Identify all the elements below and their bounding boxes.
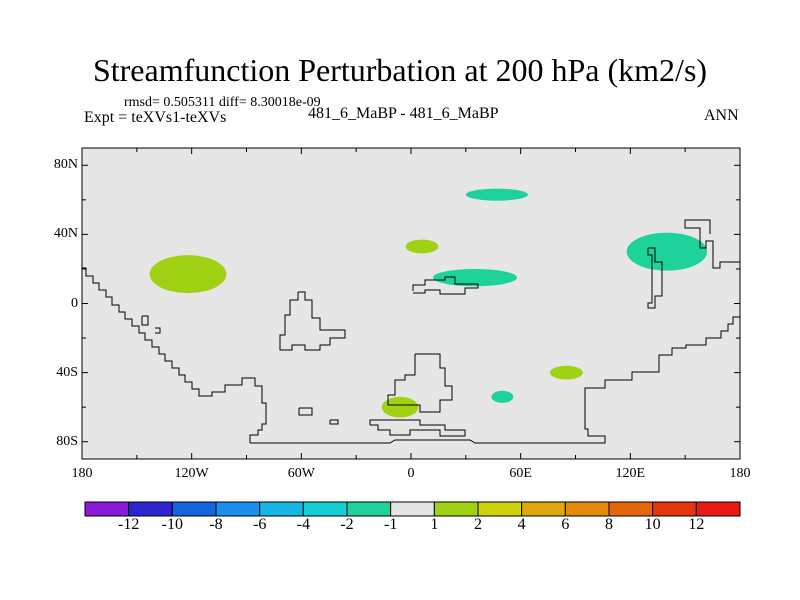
colorbar-label: -6 bbox=[252, 516, 267, 533]
colorbar-swatch bbox=[215, 501, 261, 517]
colorbar-swatch bbox=[84, 501, 130, 517]
x-axis-label: 180 bbox=[729, 466, 751, 481]
colorbar-swatch bbox=[521, 501, 566, 517]
coastline-sub-antarctic bbox=[369, 419, 466, 437]
colorbar-label: -1 bbox=[383, 516, 398, 533]
colorbar-label: -4 bbox=[296, 516, 310, 533]
mediterranean-anomaly bbox=[432, 268, 518, 287]
indian-ocean-anomaly bbox=[549, 365, 583, 380]
coastline-asia-pacific bbox=[647, 247, 663, 309]
colorbar bbox=[84, 501, 741, 517]
case-label: 481_6_MaBP - 481_6_MaBP bbox=[308, 105, 499, 122]
colorbar-label: 1 bbox=[430, 516, 439, 533]
axis-ticks bbox=[81, 148, 741, 459]
colorbar-swatch bbox=[302, 501, 348, 517]
coastline-south-america-interior bbox=[279, 291, 346, 351]
experiment-label: Expt = teXVs1-teXVs bbox=[84, 109, 227, 126]
east-asia-anomaly bbox=[626, 232, 708, 271]
colorbar-label: 2 bbox=[474, 516, 482, 533]
southern-ocean-anomaly bbox=[491, 390, 514, 403]
colorbar-label: 12 bbox=[688, 516, 705, 533]
y-axis-label: 40S bbox=[56, 364, 78, 380]
x-axis-label: 120E bbox=[615, 466, 646, 481]
colorbar-swatch bbox=[695, 501, 741, 517]
colorbar-label: -2 bbox=[340, 516, 354, 533]
colorbar-swatch bbox=[652, 501, 697, 517]
x-axis-label: 180 bbox=[71, 466, 93, 481]
coastline-americas bbox=[82, 267, 267, 443]
colorbar-label: 8 bbox=[605, 516, 613, 533]
colorbar-label: 10 bbox=[644, 516, 661, 533]
colorbar-label: -8 bbox=[209, 516, 223, 533]
coastline-antarctica bbox=[250, 316, 740, 444]
colorbar-swatch bbox=[259, 501, 304, 517]
coastline-island-south-pacific bbox=[141, 315, 149, 326]
colorbar-swatch bbox=[171, 501, 217, 517]
arctic-europe-anomaly bbox=[465, 188, 528, 201]
y-axis-label: 40N bbox=[53, 226, 78, 242]
colorbar-label: -12 bbox=[117, 516, 140, 533]
season-label: ANN bbox=[704, 107, 739, 124]
x-axis-label: 0 bbox=[407, 466, 415, 481]
coastline-island-south-pacific-2 bbox=[155, 327, 161, 334]
colorbar-swatch bbox=[564, 501, 610, 517]
y-axis-label: 80S bbox=[56, 433, 78, 449]
colorbar-swatch bbox=[390, 501, 435, 517]
colorbar-label: 4 bbox=[517, 516, 526, 533]
coastline-east-asia bbox=[684, 219, 740, 269]
colorbar-label: 6 bbox=[561, 516, 570, 533]
colorbar-swatch bbox=[346, 501, 392, 517]
coastline-africa-north bbox=[412, 276, 479, 295]
y-axis-label: 80N bbox=[53, 157, 78, 173]
colorbar-swatch bbox=[477, 501, 523, 517]
north-atlantic-anomaly bbox=[405, 239, 439, 254]
coastline-southern-africa bbox=[387, 353, 453, 413]
x-axis-label: 60E bbox=[509, 466, 532, 481]
colorbar-swatch bbox=[433, 501, 479, 517]
stats-line: rmsd= 0.505311 diff= 8.30018e-09 bbox=[124, 95, 321, 110]
coastlines bbox=[82, 219, 740, 444]
colorbar-label: -10 bbox=[161, 516, 183, 533]
chart-title: Streamfunction Perturbation at 200 hPa (… bbox=[92, 52, 708, 88]
anomaly-regions bbox=[149, 188, 708, 418]
coastline-small-island bbox=[298, 407, 313, 416]
east-pacific-north-anomaly bbox=[149, 255, 227, 294]
x-axis-label: 120W bbox=[174, 466, 209, 481]
colorbar-swatch bbox=[608, 501, 654, 517]
south-atlantic-anomaly bbox=[381, 396, 419, 418]
x-axis-label: 60W bbox=[287, 466, 315, 481]
colorbar-swatch bbox=[128, 501, 173, 517]
y-axis-label: 0 bbox=[71, 295, 78, 311]
coastline-small-island-2 bbox=[329, 419, 339, 425]
